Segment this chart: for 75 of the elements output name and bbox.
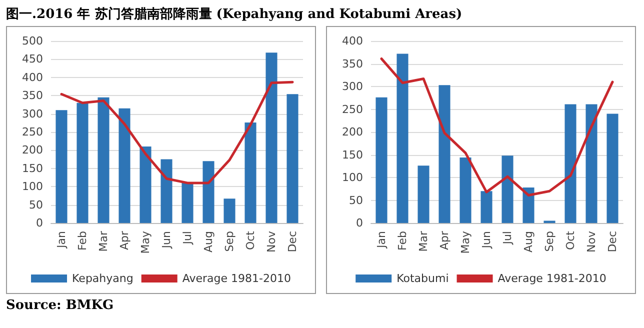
x-tick-label: Dec [286, 231, 299, 252]
y-tick-label: 100 [342, 171, 363, 184]
y-tick-label: 450 [22, 52, 43, 66]
bar [564, 104, 576, 223]
x-tick-label: Aug [202, 231, 215, 252]
bar [606, 114, 618, 223]
x-tick-label: Feb [76, 230, 89, 250]
bar [418, 166, 430, 223]
y-tick-label: 150 [342, 148, 363, 162]
x-tick-label: Jun [160, 230, 173, 250]
x-tick-label: Sep [543, 230, 556, 252]
y-tick-label: 200 [342, 126, 363, 138]
legend-label: Kepahyang [72, 272, 134, 285]
x-tick-label: Mar [417, 230, 430, 252]
bar [202, 161, 214, 223]
bar [438, 85, 450, 223]
bar [480, 191, 492, 223]
y-tick-label: 400 [342, 34, 363, 48]
x-tick-label: Jan [55, 230, 68, 249]
x-tick-label: Aug [522, 231, 535, 252]
x-tick-label: Jul [501, 231, 514, 246]
x-tick-label: Feb [396, 230, 409, 250]
y-tick-label: 0 [356, 216, 363, 230]
legend-label: Average 1981-2010 [498, 272, 606, 285]
bar [56, 110, 68, 223]
legend-label: Average 1981-2010 [182, 272, 291, 285]
bar [586, 104, 598, 223]
bar [118, 108, 130, 223]
y-tick-label: 350 [22, 89, 43, 102]
bar [244, 122, 256, 223]
bar [160, 159, 172, 223]
x-tick-label: Nov [585, 230, 598, 252]
bar [182, 182, 194, 223]
y-tick-label: 150 [22, 162, 43, 175]
x-tick-label: Jan [375, 230, 388, 249]
bar [286, 94, 298, 223]
y-tick-label: 200 [22, 144, 43, 157]
y-tick-label: 250 [342, 102, 363, 116]
x-tick-label: Mar [97, 230, 110, 252]
legend-label: Kotabumi [396, 272, 449, 285]
y-tick-label: 300 [22, 107, 43, 120]
bar [522, 188, 534, 223]
bar [98, 97, 110, 223]
bar [266, 52, 278, 223]
x-tick-label: May [459, 230, 472, 254]
y-tick-label: 400 [22, 70, 43, 84]
y-tick-label: 0 [36, 216, 43, 230]
bar [376, 97, 388, 223]
bar [502, 156, 514, 223]
chart-title: 图一.2016 年 苏门答腊南部降雨量 (Kepahyang and Kotabumi Areas) [6, 6, 464, 24]
x-tick-label: Oct [564, 230, 577, 250]
x-tick-label: Oct [244, 230, 257, 250]
source-note: Source: BMKG [6, 298, 115, 313]
x-tick-label: Apr [118, 230, 131, 250]
y-tick-label: 50 [349, 194, 363, 207]
y-tick-label: 300 [342, 80, 363, 93]
x-tick-label: Dec [606, 231, 619, 252]
bar [140, 146, 152, 223]
bar [224, 198, 236, 223]
bar [460, 157, 472, 223]
bar [76, 102, 88, 223]
x-tick-label: May [139, 230, 152, 254]
x-tick-label: Jul [181, 231, 194, 246]
line-series [60, 80, 294, 184]
line-series [380, 57, 614, 196]
x-tick-label: Apr [438, 230, 451, 250]
y-tick-label: 50 [29, 198, 43, 212]
y-tick-label: 350 [342, 57, 363, 70]
x-tick-label: Jun [480, 230, 493, 250]
y-tick-label: 500 [22, 34, 43, 48]
x-tick-label: Nov [265, 230, 278, 252]
x-tick-label: Sep [223, 230, 236, 252]
y-tick-label: 250 [22, 126, 43, 138]
bar [396, 54, 408, 223]
y-tick-label: 100 [22, 180, 43, 194]
